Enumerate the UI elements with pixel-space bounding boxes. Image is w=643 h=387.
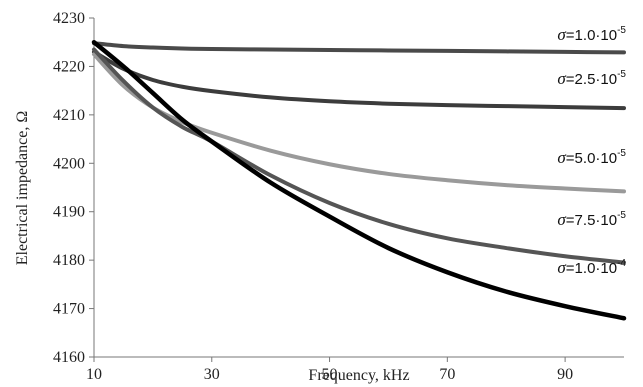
series-label-symbol: σ xyxy=(557,258,566,277)
series-label-2: σ=2.5·10-5 xyxy=(557,69,626,88)
series-label-exponent: -5 xyxy=(617,25,626,36)
series-label-3: σ=5.0·10-5 xyxy=(557,148,626,167)
series-label-value: =1.0·10 xyxy=(566,27,617,44)
series-label-value: =1.0·10 xyxy=(566,260,617,277)
series-label-symbol: σ xyxy=(557,69,566,88)
series-lines xyxy=(91,39,627,321)
series-label-symbol: σ xyxy=(557,148,566,167)
series-line-2 xyxy=(92,49,626,111)
series-label-5: σ=1.0·10-4 xyxy=(557,258,626,277)
series-label-exponent: -4 xyxy=(617,258,626,269)
series-label-1: σ=1.0·10-5 xyxy=(557,25,626,44)
y-tick-label: 4170 xyxy=(53,301,85,318)
series-label-value: =7.5·10 xyxy=(566,212,617,229)
x-tick-label: 70 xyxy=(439,366,455,383)
series-line-1 xyxy=(92,41,626,55)
y-tick-label: 4210 xyxy=(53,107,85,124)
y-tick-label: 4180 xyxy=(53,252,85,269)
series-label-exponent: -5 xyxy=(617,210,626,221)
x-tick-label: 30 xyxy=(204,366,220,383)
series-line-5 xyxy=(91,39,627,321)
x-axis-title: Frequency, kHz xyxy=(308,367,409,384)
series-label-exponent: -5 xyxy=(617,69,626,80)
series-label-exponent: -5 xyxy=(617,148,626,159)
series-labels: σ=1.0·10-5σ=2.5·10-5σ=5.0·10-5σ=7.5·10-5… xyxy=(557,25,626,277)
series-label-4: σ=7.5·10-5 xyxy=(557,210,626,229)
series-label-value: =2.5·10 xyxy=(566,71,617,88)
x-tick-label: 50 xyxy=(322,366,338,383)
y-tick-label: 4200 xyxy=(53,155,85,172)
series-line-4 xyxy=(92,47,626,265)
series-label-symbol: σ xyxy=(557,25,566,44)
y-tick-label: 4230 xyxy=(53,10,85,27)
series-label-value: =5.0·10 xyxy=(566,150,617,167)
x-tick-label: 90 xyxy=(557,366,573,383)
y-tick-label: 4190 xyxy=(53,204,85,221)
y-ticks: 4160 4170 4180 4190 4200 4210 4220 4230 xyxy=(53,10,94,366)
axes xyxy=(93,18,624,358)
x-tick-label: 10 xyxy=(86,366,102,383)
series-label-symbol: σ xyxy=(557,210,566,229)
x-ticks: 10 30 50 70 90 xyxy=(86,357,573,383)
y-axis-title: Electrical impedance, Ω xyxy=(14,111,31,266)
y-tick-label: 4220 xyxy=(53,58,85,75)
y-tick-label: 4160 xyxy=(53,349,85,366)
